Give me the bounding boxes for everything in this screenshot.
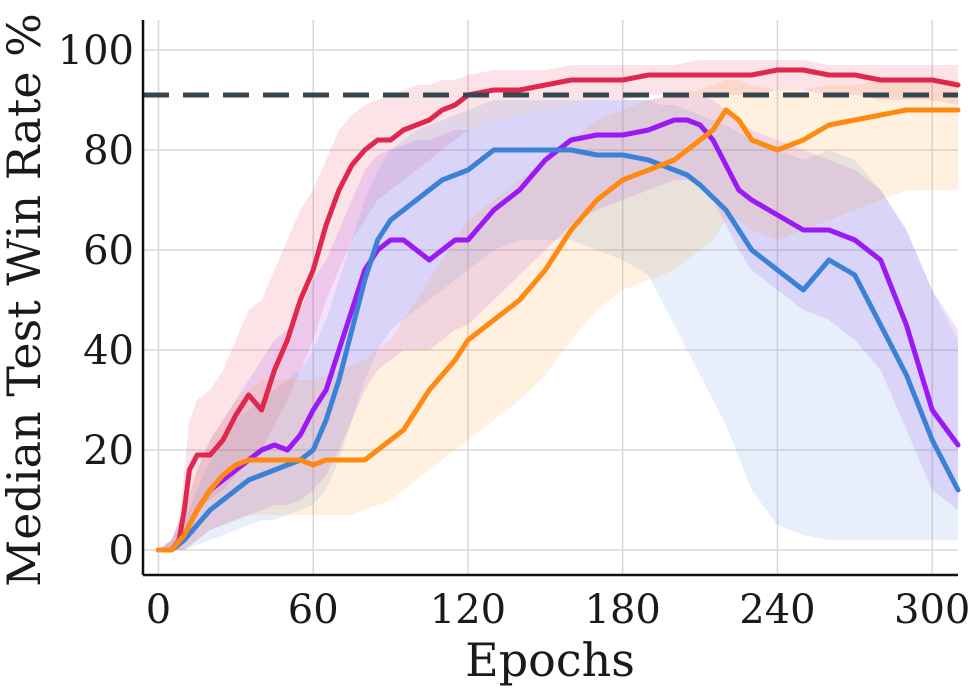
- x-tick-label: 240: [739, 587, 815, 633]
- confidence-bands: [158, 60, 958, 550]
- x-tick-label: 0: [146, 587, 171, 633]
- series-lines: [156, 67, 961, 553]
- y-tick-label: 40: [83, 328, 134, 374]
- series-1-line: [156, 117, 961, 553]
- y-tick-label: 20: [83, 428, 134, 474]
- x-tick-label: 300: [894, 587, 968, 633]
- x-tick-label: 60: [288, 587, 339, 633]
- series-2-line: [156, 147, 961, 553]
- series-0-band: [158, 60, 958, 550]
- series-0-line: [156, 67, 961, 553]
- series-2-band: [158, 100, 958, 550]
- x-tick-label: 180: [585, 587, 661, 633]
- x-axis-label: Epochs: [465, 633, 635, 687]
- series-1-band: [158, 95, 958, 550]
- series-3-band: [158, 80, 958, 550]
- y-tick-label: 0: [109, 528, 134, 574]
- series-3-line: [156, 107, 961, 553]
- y-tick-label: 60: [83, 228, 134, 274]
- y-tick-label: 80: [83, 128, 134, 174]
- y-axis-label: Median Test Win Rate %: [0, 13, 51, 587]
- y-tick-labels: 0 20 40 60 80 100: [58, 28, 134, 574]
- x-tick-labels: 0 60 120 180 240 300: [146, 587, 968, 633]
- y-tick-label: 100: [58, 28, 134, 74]
- x-tick-label: 120: [430, 587, 506, 633]
